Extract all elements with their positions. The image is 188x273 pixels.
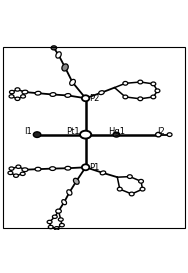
Ellipse shape (20, 172, 25, 176)
Ellipse shape (16, 165, 21, 168)
Text: I2: I2 (157, 127, 165, 136)
Ellipse shape (70, 79, 75, 85)
Text: P2: P2 (89, 94, 99, 103)
Ellipse shape (35, 167, 41, 171)
Ellipse shape (82, 95, 89, 101)
Ellipse shape (127, 175, 132, 179)
Ellipse shape (51, 46, 57, 50)
Ellipse shape (56, 209, 61, 213)
Ellipse shape (123, 81, 128, 85)
Ellipse shape (33, 132, 41, 137)
Ellipse shape (22, 90, 28, 94)
Text: Pt1: Pt1 (66, 127, 79, 136)
Ellipse shape (139, 179, 143, 183)
Text: Hg1: Hg1 (108, 127, 125, 136)
Ellipse shape (15, 97, 20, 100)
Ellipse shape (82, 164, 89, 170)
Ellipse shape (35, 91, 41, 95)
Ellipse shape (62, 200, 67, 205)
Ellipse shape (54, 227, 59, 230)
Text: I1: I1 (24, 127, 32, 136)
Ellipse shape (9, 167, 14, 170)
Ellipse shape (52, 215, 57, 218)
Ellipse shape (14, 174, 18, 177)
Ellipse shape (65, 94, 71, 97)
Ellipse shape (138, 97, 143, 101)
Ellipse shape (151, 82, 156, 86)
Ellipse shape (65, 166, 71, 170)
Ellipse shape (151, 95, 156, 99)
Ellipse shape (50, 167, 56, 170)
Text: P1: P1 (89, 163, 99, 172)
Ellipse shape (15, 88, 20, 91)
Ellipse shape (8, 171, 13, 174)
Ellipse shape (99, 91, 104, 94)
Ellipse shape (50, 93, 56, 96)
Ellipse shape (80, 131, 91, 139)
Ellipse shape (156, 132, 161, 137)
Ellipse shape (67, 190, 72, 195)
Ellipse shape (47, 220, 52, 224)
Ellipse shape (155, 89, 160, 93)
Ellipse shape (113, 132, 120, 137)
Ellipse shape (140, 187, 145, 191)
Ellipse shape (9, 90, 14, 94)
Ellipse shape (167, 133, 172, 136)
Ellipse shape (48, 225, 53, 229)
Ellipse shape (21, 95, 26, 98)
Ellipse shape (123, 95, 128, 99)
Ellipse shape (56, 52, 61, 58)
Ellipse shape (58, 218, 63, 221)
Ellipse shape (100, 171, 106, 175)
Ellipse shape (138, 80, 143, 84)
Ellipse shape (62, 64, 68, 71)
Ellipse shape (9, 95, 14, 98)
Ellipse shape (74, 178, 79, 184)
Ellipse shape (22, 168, 28, 172)
Ellipse shape (59, 224, 64, 227)
Ellipse shape (129, 192, 134, 196)
Ellipse shape (117, 187, 122, 191)
